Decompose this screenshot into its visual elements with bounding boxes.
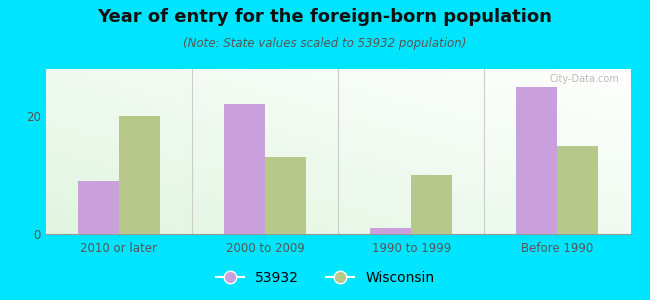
Text: City-Data.com: City-Data.com (549, 74, 619, 84)
Bar (265, 158, 306, 234)
Legend: 53932, Wisconsin: 53932, Wisconsin (210, 265, 440, 290)
Bar (558, 146, 599, 234)
Text: (Note: State values scaled to 53932 population): (Note: State values scaled to 53932 popu… (183, 38, 467, 50)
Bar (224, 104, 265, 234)
Bar (370, 228, 411, 234)
Bar (516, 87, 558, 234)
Bar (118, 116, 160, 234)
Text: Year of entry for the foreign-born population: Year of entry for the foreign-born popul… (98, 8, 552, 26)
Bar (411, 175, 452, 234)
Bar (78, 181, 118, 234)
